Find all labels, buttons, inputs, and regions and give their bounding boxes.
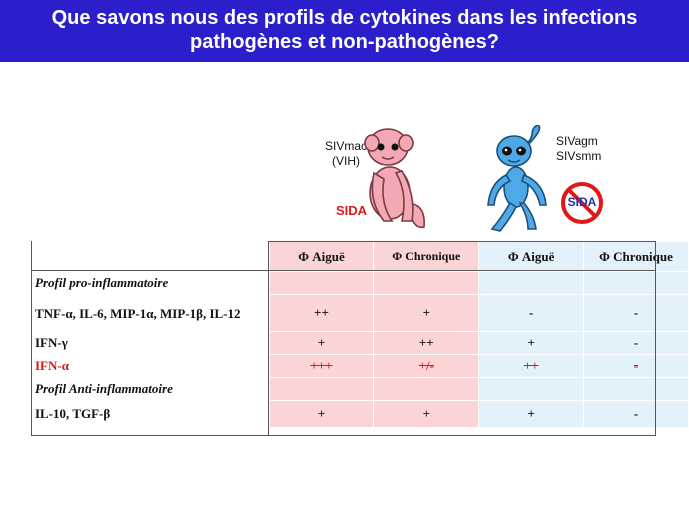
header-sivmac-chronic: Φ Chronique (373, 241, 480, 272)
cell: - (583, 354, 689, 378)
header-sivmac-acute: Φ Aiguë (268, 241, 375, 272)
cell: + (478, 331, 585, 355)
cytokine-table: Φ Aiguë Φ Chronique Φ Aiguë Φ Chronique … (30, 241, 689, 428)
row-label: IFN-γ (30, 331, 270, 355)
cell: + (373, 400, 480, 428)
title-line-1: Que savons nous des profils de cytokines… (51, 7, 638, 29)
cell: + (268, 331, 375, 355)
cell: + (268, 400, 375, 428)
cell: - (583, 331, 689, 355)
cell (583, 271, 689, 295)
cell: + (478, 400, 585, 428)
cell (478, 377, 585, 401)
table-row-highlight: IFN-α +++ +/- ++ - (30, 354, 689, 378)
cell: ++ (478, 354, 585, 378)
cell: - (583, 400, 689, 428)
row-label: IFN-α (30, 354, 270, 378)
table-row: TNF-α, IL-6, MIP-1α, MIP-1β, IL-12 ++ + … (30, 294, 689, 332)
right-sida-badge: SIDA (567, 195, 597, 209)
cell: - (583, 294, 689, 332)
header-sivagm-acute: Φ Aiguë (478, 241, 585, 272)
table-row: Profil pro-inflammatoire (30, 271, 689, 295)
row-label: Profil Anti-inflammatoire (30, 377, 270, 401)
table-header-row: Φ Aiguë Φ Chronique Φ Aiguë Φ Chronique (30, 241, 689, 272)
cell: ++ (268, 294, 375, 332)
cell: +++ (268, 354, 375, 378)
title-line-2: pathogènes et non-pathogènes? (190, 31, 499, 53)
row-label: Profil pro-inflammatoire (30, 271, 270, 295)
right-virus-subname: SIVsmm (556, 149, 602, 163)
header-empty-cell (30, 241, 270, 272)
header-sivagm-chronic: Φ Chronique (583, 241, 689, 272)
blue-monkey-icon (487, 125, 547, 232)
pink-monkey-icon (364, 128, 425, 229)
table-row: IFN-γ + ++ + - (30, 331, 689, 355)
cell (373, 271, 480, 295)
cell (373, 377, 480, 401)
table-row: IL-10, TGF-β + + + - (30, 400, 689, 428)
cell (268, 377, 375, 401)
left-virus-subname: (VIH) (332, 154, 360, 168)
cell: ++ (373, 331, 480, 355)
cell: - (478, 294, 585, 332)
left-virus-name: SIVmac (324, 139, 367, 153)
cell (268, 271, 375, 295)
cell (478, 271, 585, 295)
left-virus-label: SIVmac (VIH) (318, 139, 374, 169)
prohibited-icon (561, 182, 603, 224)
table-row: Profil Anti-inflammatoire (30, 377, 689, 401)
no-sida-sign: SIDA (560, 181, 604, 225)
row-label: IL-10, TGF-β (30, 400, 270, 428)
right-virus-name: SIVagm (556, 134, 598, 148)
cell: + (373, 294, 480, 332)
cell (583, 377, 689, 401)
right-virus-label: SIVagm SIVsmm (556, 134, 614, 164)
left-sida-badge: SIDA (336, 203, 368, 218)
slide-title: Que savons nous des profils de cytokines… (0, 0, 689, 62)
cell: +/- (373, 354, 480, 378)
row-label: TNF-α, IL-6, MIP-1α, MIP-1β, IL-12 (30, 294, 270, 332)
